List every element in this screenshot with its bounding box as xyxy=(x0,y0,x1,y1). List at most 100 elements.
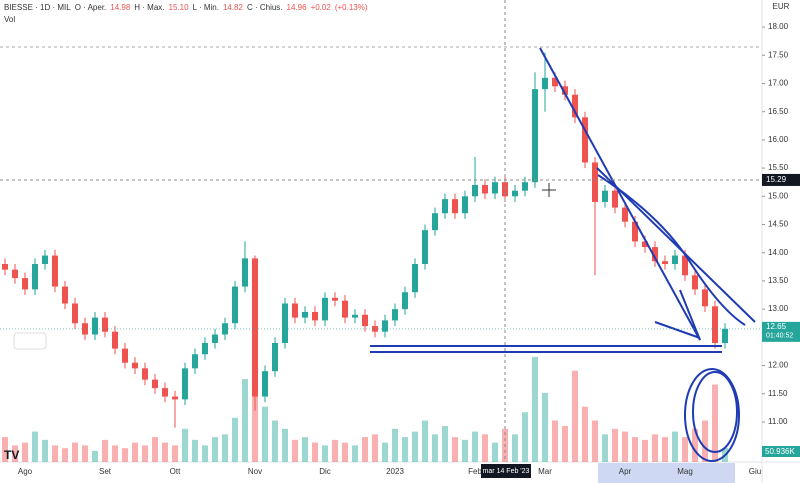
tool-button[interactable] xyxy=(13,332,47,350)
candle-body xyxy=(682,255,688,276)
y-tick-label: 14.50 xyxy=(768,220,789,229)
candle-body xyxy=(182,368,188,400)
x-tick-label: Set xyxy=(99,467,112,476)
volume-bar xyxy=(232,417,238,462)
x-tick-label: Ott xyxy=(170,467,181,476)
volume-bar xyxy=(452,437,458,462)
y-tick-label: 15.50 xyxy=(768,163,789,172)
candle-body xyxy=(622,207,628,222)
symbol: BIESSE · 1D · MIL xyxy=(4,3,71,12)
candle-body xyxy=(132,362,138,369)
legend-key: C · Chius. xyxy=(246,3,283,12)
volume-bar xyxy=(422,420,428,462)
volume-bar xyxy=(102,439,108,462)
volume-bar xyxy=(42,439,48,462)
volume-bar xyxy=(362,437,368,462)
candle-body xyxy=(212,334,218,343)
legend-key: L · Min. xyxy=(192,3,219,12)
y-tick-label: 16.50 xyxy=(768,107,789,116)
candle-body xyxy=(62,286,68,304)
candle-body xyxy=(12,269,18,279)
x-tick-label: Feb xyxy=(468,467,482,476)
candle-body xyxy=(352,314,358,318)
volume-bar xyxy=(282,428,288,462)
volume-bar xyxy=(672,431,678,462)
candle-body xyxy=(232,286,238,324)
volume-bar xyxy=(642,439,648,462)
logo: TV xyxy=(4,448,19,462)
circle-mark xyxy=(692,371,738,453)
candle-body xyxy=(552,77,558,87)
y-tick-label: 13.00 xyxy=(768,304,789,313)
change-pct: (+0.13%) xyxy=(334,3,368,12)
y-tick-label: 11.00 xyxy=(768,417,788,426)
volume-bar xyxy=(12,445,18,462)
candle-body xyxy=(42,255,48,264)
volume-label: Vol xyxy=(4,15,16,24)
volume-bar xyxy=(632,437,638,462)
arrow xyxy=(654,321,701,339)
candle-body xyxy=(142,368,148,380)
volume-bar xyxy=(132,442,138,462)
range-highlight xyxy=(598,463,735,483)
volume-bar xyxy=(302,437,308,462)
volume-bar xyxy=(152,437,158,462)
volume-bar xyxy=(242,379,248,462)
candle-body xyxy=(692,275,698,290)
volume-bar xyxy=(312,442,318,462)
x-tick-label: Apr xyxy=(619,467,632,476)
volume-bar xyxy=(292,439,298,462)
volume-bar xyxy=(562,426,568,462)
volume-bar xyxy=(662,437,668,462)
candle-body xyxy=(122,348,128,363)
volume-bar xyxy=(412,431,418,462)
volume-bar xyxy=(52,445,58,462)
x-tick-label: 2023 xyxy=(386,467,404,476)
candle-body xyxy=(332,297,338,301)
volume-bar xyxy=(252,365,258,462)
y-tick-label: 14.00 xyxy=(768,248,789,257)
countdown: 01:40:52 xyxy=(766,333,793,340)
volume-bar xyxy=(92,450,98,462)
volume-bar xyxy=(162,442,168,462)
candle-body xyxy=(22,278,28,290)
candle-body xyxy=(102,317,108,332)
y-tick-label: 13.50 xyxy=(768,276,789,285)
volume-bar xyxy=(692,428,698,462)
volume-bar xyxy=(512,434,518,462)
candle-body xyxy=(292,303,298,318)
candle-body xyxy=(192,354,198,369)
volume-bar xyxy=(182,428,188,462)
volume-bar xyxy=(712,384,718,462)
legend-value: 15.10 xyxy=(168,3,189,12)
volume-bar xyxy=(612,428,618,462)
volume-bar xyxy=(482,434,488,462)
legend-key: H · Max. xyxy=(134,3,165,12)
circle-mark xyxy=(684,368,740,462)
x-tick-label: Dic xyxy=(319,467,331,476)
crosshair-date-tag xyxy=(481,464,531,478)
y-tick-label: 16.00 xyxy=(768,135,789,144)
volume-bar xyxy=(332,439,338,462)
candle-body xyxy=(532,89,538,183)
candle-body xyxy=(702,289,708,307)
candle-body xyxy=(452,199,458,214)
volume-bar xyxy=(122,448,128,462)
volume-bar xyxy=(622,431,628,462)
change: +0.02 xyxy=(310,3,331,12)
cursor xyxy=(542,183,556,197)
candle-body xyxy=(562,86,568,95)
candle-body xyxy=(272,342,278,372)
volume-bar xyxy=(702,420,708,462)
candle-body xyxy=(162,388,168,397)
y-tick-label: 17.50 xyxy=(768,50,789,59)
candle-body xyxy=(482,185,488,194)
candle-body xyxy=(632,221,638,242)
volume-bar xyxy=(682,437,688,462)
candle-body xyxy=(202,342,208,355)
volume-bar xyxy=(262,406,268,462)
volume-bar xyxy=(192,439,198,462)
